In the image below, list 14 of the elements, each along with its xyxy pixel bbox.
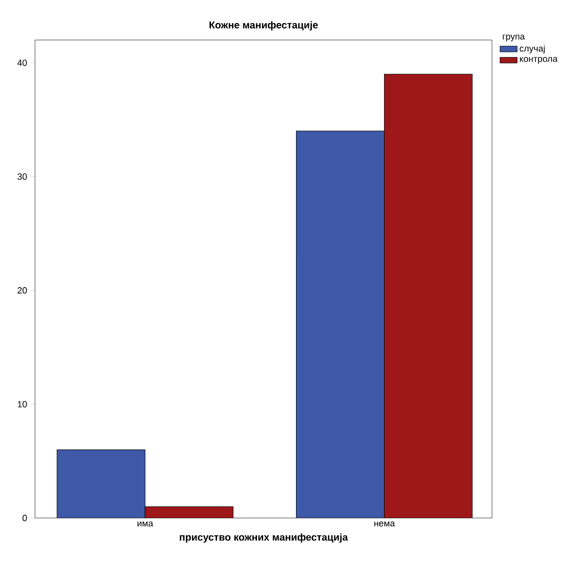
legend-title: група [502, 34, 525, 42]
y-tick-label: 20 [18, 287, 27, 294]
x-axis-title: присуство кожних манифестација [180, 533, 348, 543]
chart-title: Кожне манифестације [210, 21, 318, 30]
bar [56, 449, 146, 518]
y-tick-label: 10 [18, 400, 27, 408]
legend-label: контрола [520, 56, 558, 64]
y-tick-label: 40 [17, 60, 27, 66]
y-tick-label: 0 [22, 514, 27, 522]
x-tick-label: има [138, 522, 154, 526]
legend-label: случај [520, 44, 545, 54]
bar [296, 130, 385, 518]
x-tick-label: нема [374, 522, 395, 526]
y-tick-label: 30 [18, 173, 27, 180]
